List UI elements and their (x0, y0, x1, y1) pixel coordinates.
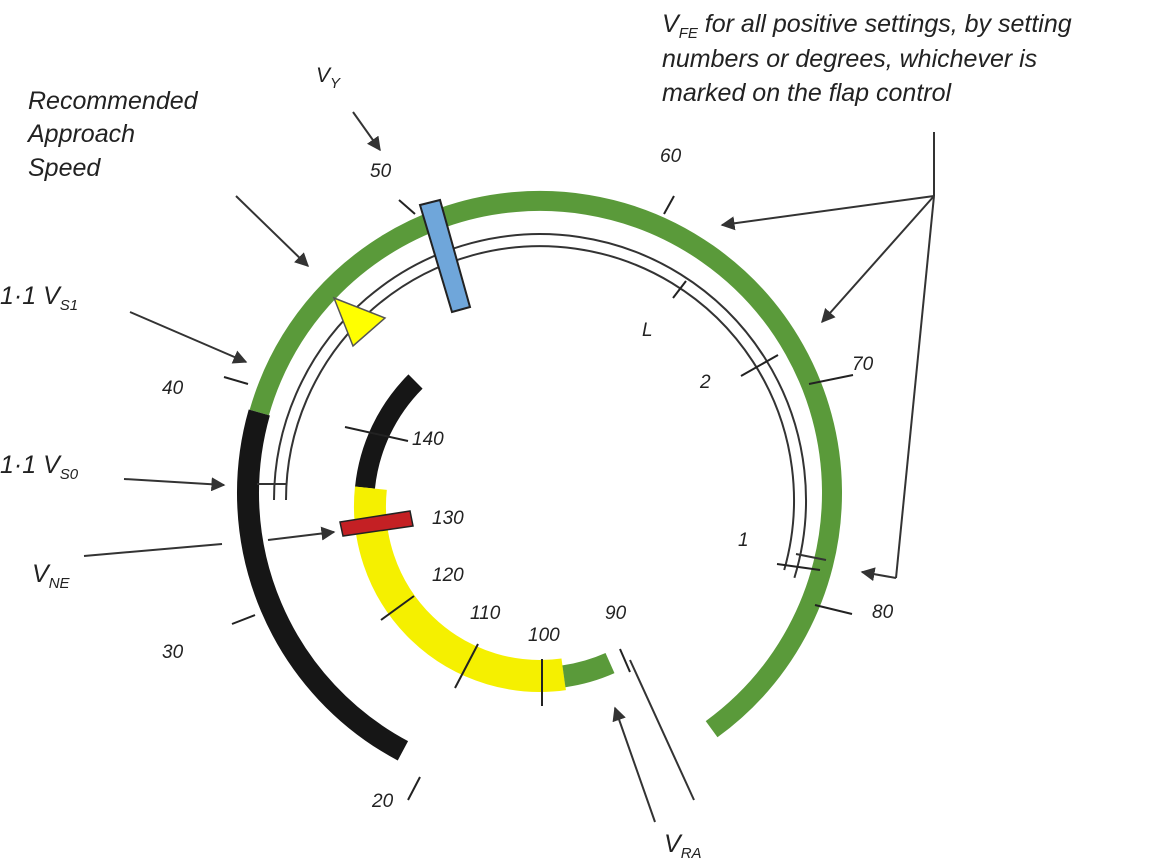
vne-annotation: VNE (32, 560, 71, 592)
tick-40 (223, 376, 249, 385)
scale-label-40: 40 (162, 378, 184, 399)
vfe-annotation-line-1: VFE for all positive settings, by settin… (662, 10, 1072, 42)
vfe-bracket-stem (895, 195, 935, 579)
vy-blue-marker (418, 198, 472, 314)
scale-ticks (223, 195, 854, 801)
vy-arrow (352, 111, 381, 152)
tick-120 (380, 595, 415, 621)
scale-label-20: 20 (371, 791, 394, 812)
tick-110 (454, 643, 479, 689)
scale-label-110: 110 (470, 603, 501, 624)
approach-annotation-line-1: Recommended (28, 87, 199, 115)
vfe-annotation-line-2: numbers or degrees, whichever is (662, 45, 1037, 73)
tick-80 (814, 604, 853, 615)
flap-label-1: 1 (738, 530, 749, 551)
tick-60 (663, 195, 675, 215)
tick-140 (344, 426, 409, 442)
vne-arrow-outer (83, 543, 223, 557)
approach-annotation-line-3: Speed (28, 154, 101, 182)
vfe-arrow-top (720, 195, 935, 231)
pointer-arrows (83, 111, 935, 823)
scale-label-80: 80 (872, 602, 894, 623)
scale-label-50: 50 (370, 161, 392, 182)
vfe-annotation-line-3: marked on the flap control (662, 79, 952, 107)
approach-annotation-line-2: Approach (26, 120, 135, 148)
scale-label-100: 100 (528, 625, 560, 646)
flap-setting-labels: L 2 1 (642, 320, 749, 551)
scale-label-120: 120 (432, 565, 464, 586)
tick-50 (398, 199, 416, 215)
flap-arc-inner-line (285, 245, 795, 571)
inner-green-band (562, 652, 615, 688)
inner-speed-arc (339, 374, 615, 692)
scale-label-70: 70 (852, 354, 874, 375)
vs1-annotation: 1·1 VS1 (0, 282, 78, 314)
tick-30 (231, 614, 256, 625)
vra-leader-line (629, 659, 695, 801)
flap-label-2: 2 (699, 372, 711, 393)
flap-tick-L (672, 280, 687, 299)
scale-label-90: 90 (605, 603, 627, 624)
flap-position-arc (257, 233, 827, 579)
inner-black-band (355, 374, 423, 489)
vne-red-line (339, 510, 414, 537)
outer-black-band (237, 409, 409, 761)
vy-annotation: VY (316, 64, 341, 92)
outer-speed-arc (237, 190, 842, 761)
inner-scale-numbers: 90 100 110 120 130 140 (412, 429, 627, 646)
vfe-arrow-middle (821, 195, 935, 324)
tick-20 (407, 776, 421, 801)
outer-scale-numbers: 20 30 40 50 60 70 80 (162, 146, 894, 812)
approach-arrow (235, 195, 310, 267)
scale-label-60: 60 (660, 146, 682, 167)
tick-90 (619, 648, 631, 673)
flap-tick-2 (740, 354, 779, 377)
flap-tick-1 (776, 563, 821, 571)
vs1-arrow (129, 311, 248, 364)
vra-arrow (612, 706, 656, 823)
vs0-arrow (123, 477, 226, 492)
vne-arrow-inner (267, 526, 336, 541)
vra-annotation: VRA (664, 830, 702, 862)
flap-arc-outer-line (273, 233, 807, 579)
vs0-annotation: 1·1 VS0 (0, 451, 79, 483)
annotations: VFE for all positive settings, by settin… (0, 10, 1072, 862)
approach-speed-marker-icon (332, 296, 387, 348)
vfe-arrow-bottom (860, 567, 897, 582)
flap-arc-end-cap-right (795, 553, 827, 561)
scale-label-130: 130 (432, 508, 464, 529)
flap-label-L: L (642, 320, 653, 341)
outer-green-band (249, 190, 842, 738)
scale-label-30: 30 (162, 642, 184, 663)
scale-label-140: 140 (412, 429, 444, 450)
tick-70 (808, 374, 854, 385)
